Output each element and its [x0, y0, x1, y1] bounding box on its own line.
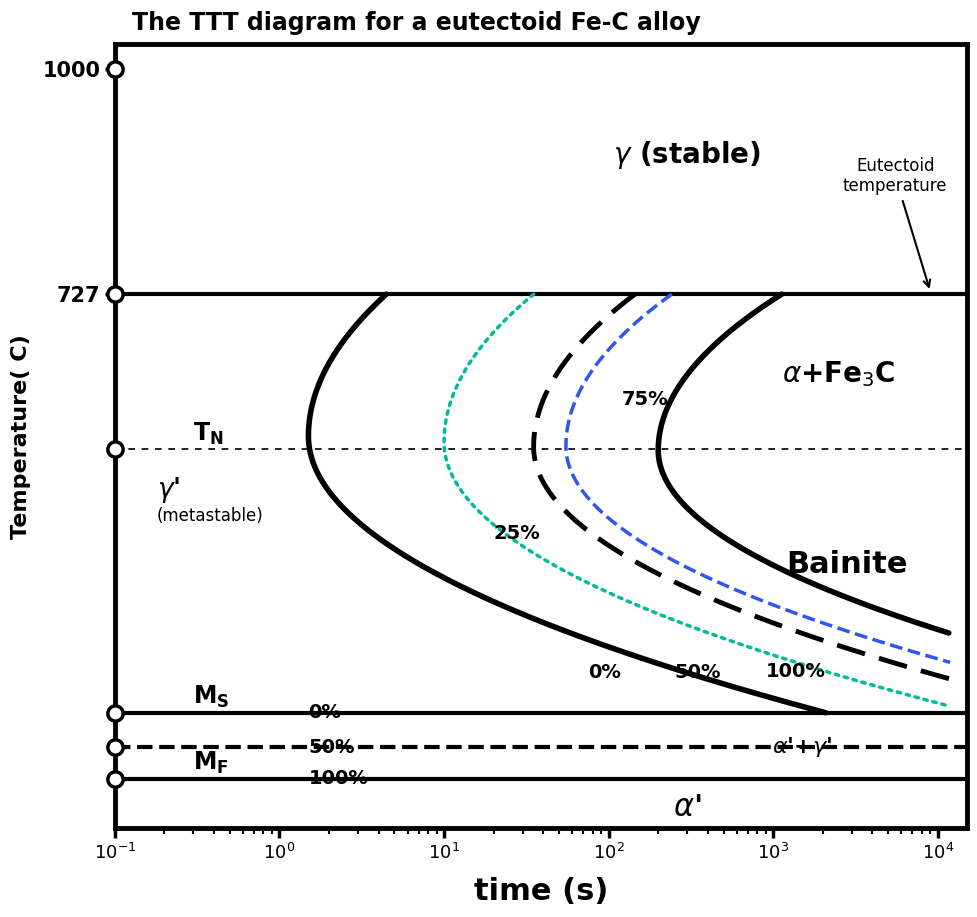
Text: 0%: 0% [308, 703, 341, 723]
Text: 100%: 100% [765, 662, 825, 681]
Text: $\gamma$': $\gamma$' [156, 475, 180, 505]
Text: $\alpha$+Fe$_3$C: $\alpha$+Fe$_3$C [782, 359, 895, 389]
Text: 50%: 50% [673, 663, 720, 682]
Text: Bainite: Bainite [786, 549, 907, 579]
Text: 0%: 0% [587, 663, 620, 682]
Text: 25%: 25% [493, 525, 540, 544]
Text: M$_\mathbf{S}$: M$_\mathbf{S}$ [193, 684, 230, 711]
Text: 100%: 100% [308, 769, 368, 789]
Text: The TTT diagram for a eutectoid Fe-C alloy: The TTT diagram for a eutectoid Fe-C all… [132, 11, 700, 35]
Text: 50%: 50% [308, 738, 355, 757]
Text: Eutectoid
temperature: Eutectoid temperature [842, 157, 947, 287]
Text: (metastable): (metastable) [156, 507, 264, 525]
Text: $\gamma$ (stable): $\gamma$ (stable) [613, 139, 760, 171]
X-axis label: time (s): time (s) [473, 877, 608, 906]
Text: 75%: 75% [621, 390, 667, 409]
Y-axis label: Temperature( C): Temperature( C) [11, 334, 31, 538]
Text: M$_\mathbf{F}$: M$_\mathbf{F}$ [193, 750, 229, 777]
Text: $\alpha$': $\alpha$' [672, 793, 701, 823]
Text: $\alpha$'+$\gamma$': $\alpha$'+$\gamma$' [772, 735, 831, 759]
Text: T$_\mathbf{N}$: T$_\mathbf{N}$ [193, 421, 224, 447]
